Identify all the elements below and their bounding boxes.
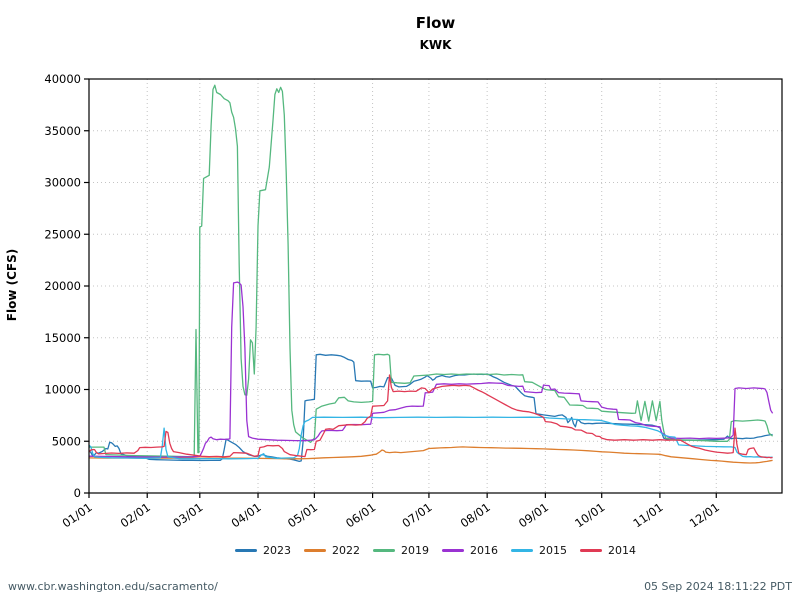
x-tick-label: 04/01 <box>229 500 264 530</box>
legend-swatch-2023 <box>235 549 257 552</box>
series-line-2022 <box>88 446 773 464</box>
legend-swatch-2019 <box>373 549 395 552</box>
x-tick-label: 11/01 <box>630 500 665 530</box>
chart-title: Flow <box>415 14 456 32</box>
x-tick-label: 02/01 <box>118 500 153 530</box>
legend-item-2022: 2022 <box>304 544 360 557</box>
x-tick-label: 03/01 <box>170 500 205 530</box>
y-tick-label: 35000 <box>44 124 81 138</box>
legend-swatch-2015 <box>511 549 533 552</box>
chart-plot-area: 0 5000 10000 15000 20000 25000 30000 35000 40000… <box>44 72 783 530</box>
y-tick-label: 25000 <box>44 227 81 241</box>
x-tick-label: 12/01 <box>687 500 722 530</box>
y-tick-label: 40000 <box>44 72 81 86</box>
legend-label: 2019 <box>401 544 429 557</box>
series-line-2014 <box>88 374 773 459</box>
x-tick-label: 05/01 <box>285 500 320 530</box>
x-tick-label: 07/01 <box>399 500 434 530</box>
y-tick-label: 20000 <box>44 279 81 293</box>
series-line-2015 <box>88 416 773 460</box>
chart-subtitle: KWK <box>419 38 452 52</box>
y-tick-label: 0 <box>74 486 81 500</box>
series-line-2019 <box>89 84 774 458</box>
legend-swatch-2022 <box>304 549 326 552</box>
y-tick-label: 15000 <box>44 331 81 345</box>
legend-swatch-2014 <box>580 549 602 552</box>
legend-label: 2022 <box>332 544 360 557</box>
legend-label: 2023 <box>263 544 291 557</box>
plot-border <box>88 78 783 494</box>
footer-url: www.cbr.washington.edu/sacramento/ <box>8 580 218 593</box>
legend-item-2023: 2023 <box>235 544 291 557</box>
x-tick-label: 01/01 <box>60 500 95 530</box>
legend-label: 2014 <box>608 544 636 557</box>
y-tick-label: 30000 <box>44 176 81 190</box>
series-line-2016 <box>88 281 774 458</box>
y-tick-label: 5000 <box>52 434 81 448</box>
x-tick-label: 09/01 <box>516 500 551 530</box>
legend-label: 2015 <box>539 544 567 557</box>
series-line-2023 <box>88 353 773 463</box>
legend-swatch-2016 <box>442 549 464 552</box>
y-tick-label: 10000 <box>44 383 81 397</box>
legend-label: 2016 <box>470 544 498 557</box>
chart-legend: 2023 2022 2019 2016 2015 2014 <box>89 544 782 557</box>
legend-item-2019: 2019 <box>373 544 429 557</box>
x-tick-label: 10/01 <box>572 500 607 530</box>
legend-item-2014: 2014 <box>580 544 636 557</box>
x-tick-label: 08/01 <box>458 500 493 530</box>
x-tick-label: 06/01 <box>343 500 378 530</box>
legend-item-2016: 2016 <box>442 544 498 557</box>
footer-timestamp: 05 Sep 2024 18:11:22 PDT <box>644 580 792 593</box>
legend-item-2015: 2015 <box>511 544 567 557</box>
